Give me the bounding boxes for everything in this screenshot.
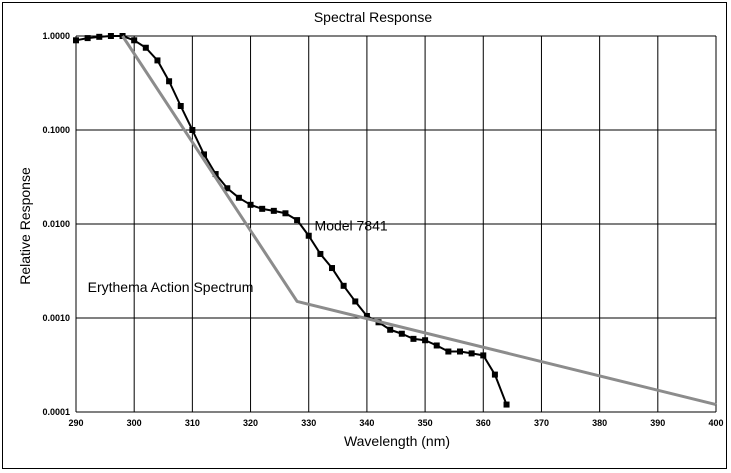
x-tick-label: 370 bbox=[534, 418, 549, 428]
y-tick-label: 0.1000 bbox=[42, 125, 70, 135]
y-tick-label: 0.0010 bbox=[42, 313, 70, 323]
y-axis-label: Relative Response bbox=[17, 167, 33, 285]
model-7841-point bbox=[352, 298, 359, 305]
x-tick-label: 300 bbox=[127, 418, 142, 428]
model-7841-point bbox=[422, 337, 429, 344]
series bbox=[73, 33, 717, 408]
model-7841-point bbox=[294, 217, 301, 224]
model-7841-point bbox=[387, 326, 394, 333]
model-7841-point bbox=[96, 33, 103, 40]
x-tick-label: 330 bbox=[301, 418, 316, 428]
x-tick-label: 390 bbox=[650, 418, 665, 428]
x-axis-label: Wavelength (nm) bbox=[344, 433, 450, 449]
model-7841-point bbox=[177, 103, 184, 110]
x-tick-label: 340 bbox=[359, 418, 374, 428]
x-tick-label: 290 bbox=[68, 418, 83, 428]
model-7841-point bbox=[247, 201, 254, 208]
model-7841-point bbox=[340, 282, 347, 289]
y-tick-label: 0.0100 bbox=[42, 219, 70, 229]
y-tick-label: 0.0001 bbox=[42, 407, 70, 417]
erythema-action-spectrum-label: Erythema Action Spectrum bbox=[88, 279, 254, 295]
model-7841-point bbox=[433, 342, 440, 349]
model-7841-point bbox=[201, 151, 207, 158]
model-7841-point bbox=[317, 250, 324, 257]
model-7841-point bbox=[457, 348, 463, 355]
model-7841-label: Model 7841 bbox=[315, 218, 388, 234]
model-7841-point bbox=[480, 352, 487, 359]
model-7841-point bbox=[224, 185, 231, 192]
x-tick-label: 310 bbox=[185, 418, 200, 428]
chart-title: Spectral Response bbox=[314, 9, 433, 25]
model-7841-point bbox=[398, 330, 405, 337]
model-7841-point bbox=[154, 57, 161, 64]
model-7841-line bbox=[75, 35, 508, 405]
model-7841-point bbox=[259, 205, 266, 212]
model-7841-point bbox=[131, 37, 138, 44]
model-7841-point bbox=[305, 232, 312, 239]
x-tick-label: 350 bbox=[418, 418, 433, 428]
y-tick-label: 1.0000 bbox=[42, 31, 70, 41]
model-7841-point bbox=[491, 371, 498, 378]
x-tick-label: 360 bbox=[476, 418, 491, 428]
model-7841-point bbox=[468, 350, 475, 357]
model-7841-point bbox=[107, 33, 114, 39]
model-7841-point bbox=[445, 348, 452, 355]
x-tick-label: 400 bbox=[708, 418, 723, 428]
model-7841-point bbox=[282, 210, 289, 217]
annotations: Model 7841 Erythema Action Spectrum bbox=[88, 218, 388, 295]
model-7841-point bbox=[212, 171, 219, 178]
model-7841-point bbox=[270, 207, 277, 214]
model-7841-point bbox=[410, 335, 417, 342]
model-7841-point bbox=[235, 194, 242, 201]
erythema-action-spectrum-line bbox=[121, 35, 717, 407]
model-7841-point bbox=[189, 127, 196, 133]
chart-frame bbox=[2, 2, 727, 469]
model-7841-point bbox=[503, 401, 510, 408]
model-7841-point bbox=[363, 313, 370, 320]
model-7841-point bbox=[73, 37, 79, 44]
model-7841-point bbox=[166, 78, 173, 85]
model-7841-point bbox=[329, 265, 335, 272]
x-tick-label: 380 bbox=[592, 418, 607, 428]
x-tick-label: 320 bbox=[243, 418, 258, 428]
model-7841-point bbox=[84, 35, 91, 42]
model-7841-point bbox=[142, 44, 149, 51]
